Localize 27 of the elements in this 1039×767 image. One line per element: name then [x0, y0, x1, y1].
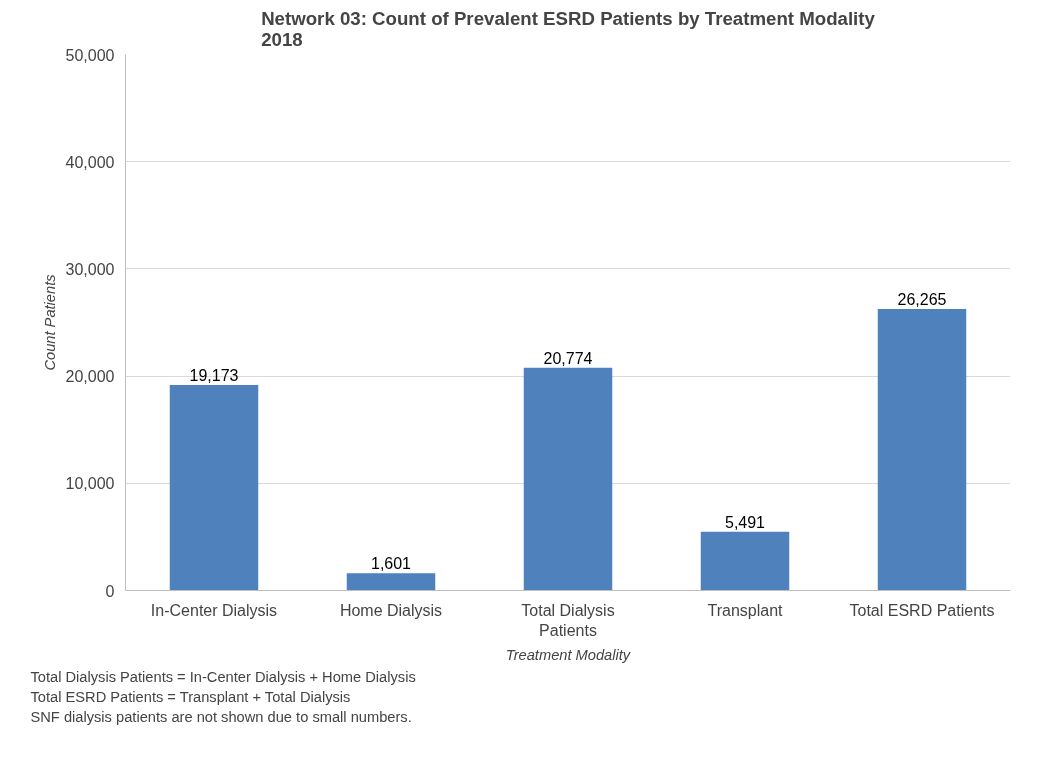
y-tick-label: 20,000: [65, 368, 115, 386]
y-axis-title: Count Patients: [41, 273, 58, 371]
y-tick-label: 50,000: [65, 46, 115, 64]
data-label: 5,491: [724, 513, 766, 531]
text: Total ESRD Patients = Transplant + Total Dialysis: [30, 688, 351, 705]
y-tick-label: 0: [105, 582, 115, 600]
data-label: 19,173: [189, 366, 239, 384]
text: SNF dialysis patients are not shown due to small numbers.: [30, 708, 412, 725]
chart-title: Network 03: Count of Prevalent ESRD Patients by Treatment Modality 2018: [261, 7, 876, 50]
data-label: 26,265: [897, 290, 947, 308]
x-tick-label: Home Dialysis: [339, 601, 443, 619]
text: Total Dialysis Patients = In-Center Dialysis + Home Dialysis: [30, 668, 416, 685]
data-label: 1,601: [370, 555, 412, 573]
bar: [169, 384, 259, 591]
bar: [523, 367, 613, 591]
x-tick-label: Transplant: [707, 601, 784, 619]
data-label: 20,774: [543, 349, 593, 367]
bar: [700, 531, 790, 591]
bar: [346, 573, 436, 591]
bar: [877, 308, 967, 591]
y-tick-label: 40,000: [65, 153, 115, 171]
x-tick-label: In-Center Dialysis: [150, 601, 278, 619]
x-tick-label: Total ESRD Patients: [849, 601, 995, 619]
x-axis-title: Treatment Modality: [505, 646, 632, 663]
x-tick-label: Total Dialysis Patients: [521, 601, 615, 639]
y-tick-label: 30,000: [65, 260, 115, 278]
y-tick-label: 10,000: [65, 475, 115, 493]
